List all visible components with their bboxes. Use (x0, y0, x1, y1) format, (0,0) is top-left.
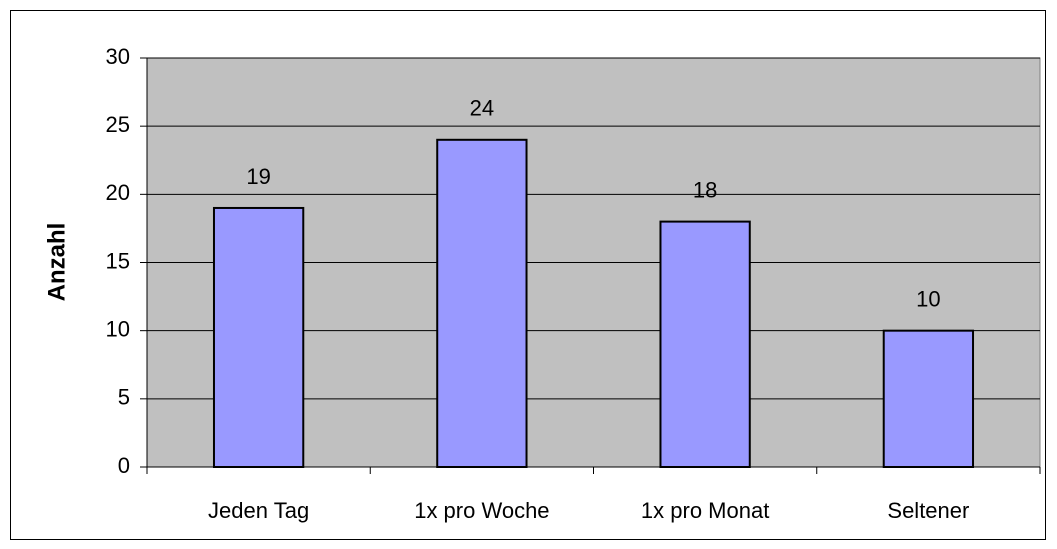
data-label: 24 (470, 96, 494, 121)
y-tick-label: 15 (106, 248, 130, 273)
data-label: 19 (246, 164, 270, 189)
y-tick-label: 5 (118, 385, 130, 410)
bar (436, 138, 528, 469)
x-tick-label: 1x pro Woche (414, 498, 549, 523)
y-tick-label: 10 (106, 316, 130, 341)
bar (659, 220, 751, 468)
x-tick-label: Jeden Tag (208, 498, 309, 523)
y-tick-label: 20 (106, 180, 130, 205)
bar (882, 329, 975, 468)
data-label: 10 (916, 286, 940, 311)
y-tick-label: 25 (106, 112, 130, 137)
y-tick-label: 30 (106, 44, 130, 69)
data-label: 18 (693, 177, 717, 202)
x-tick-label: 1x pro Monat (641, 498, 769, 523)
y-axis-title: Anzahl (43, 223, 70, 302)
x-tick-label: Seltener (887, 498, 969, 523)
y-tick-label: 0 (118, 453, 130, 478)
bar (212, 206, 305, 468)
